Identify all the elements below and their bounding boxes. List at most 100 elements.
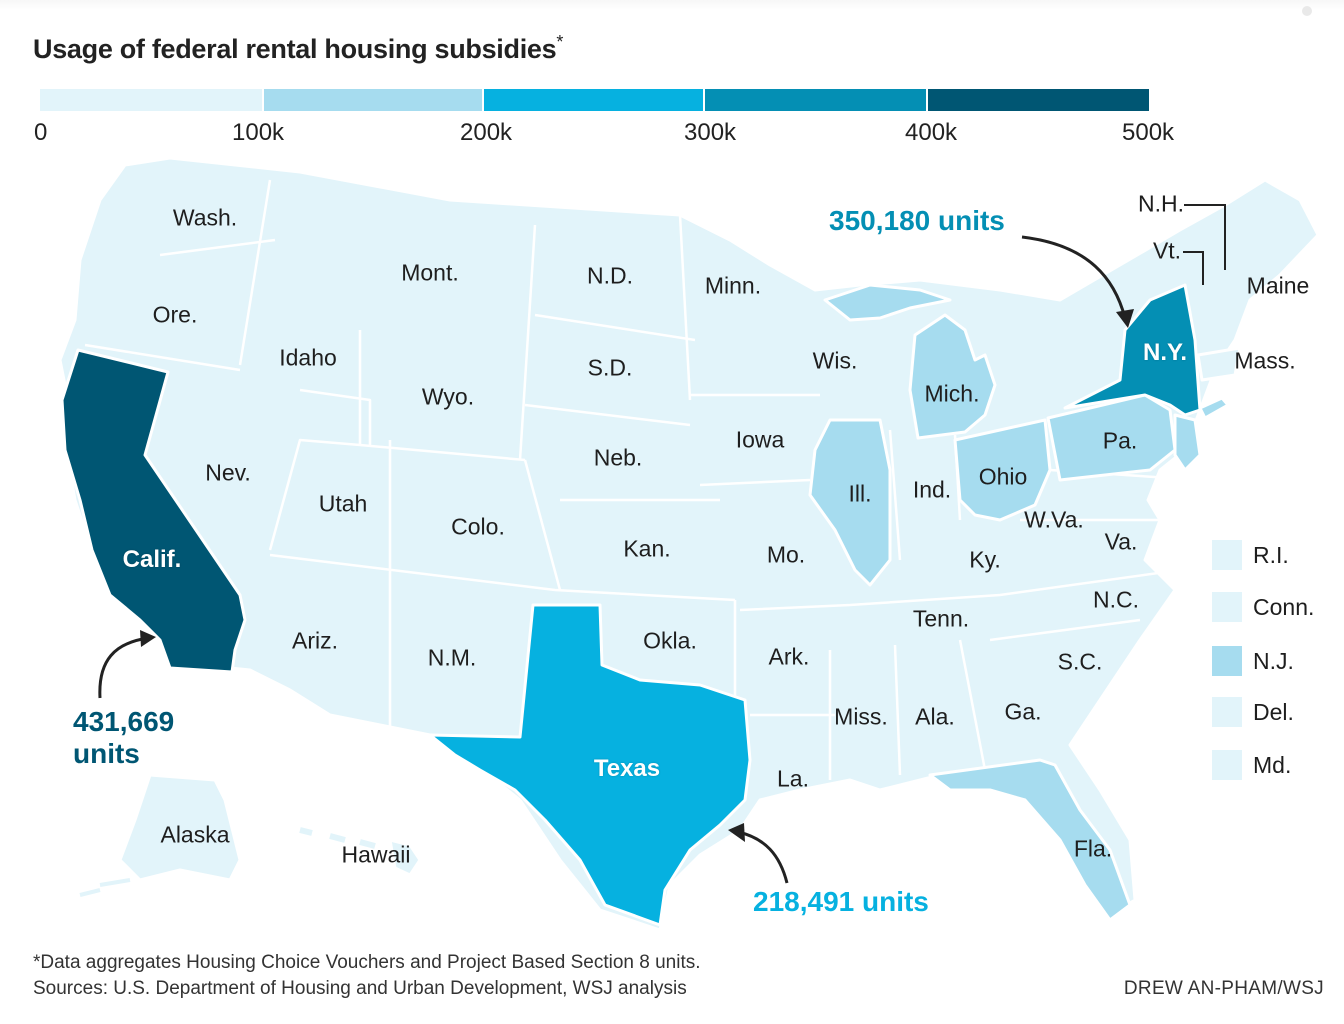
label-ok: Okla. [643,627,697,654]
label-ny: N.Y. [1142,339,1188,366]
ny-callout: 350,180 units [829,205,1005,236]
tx-arrowhead [728,823,745,842]
ca-callout-value: 431,669 [73,706,175,737]
label-ms: Miss. [834,703,888,730]
state-hi-islands [299,827,376,849]
label-mi: Mich. [924,380,980,407]
label-al: Ala. [915,703,955,730]
color-scale [40,89,1149,111]
label-or: Ore. [152,301,198,328]
legend-swatch-md [1212,750,1242,780]
label-ia: Iowa [735,426,785,453]
scale-bin-300k-400k [705,89,926,111]
label-oh: Ohio [978,463,1028,490]
label-wa: Wash. [172,204,238,231]
legend-swatch-ri [1212,540,1242,570]
sources: Sources: U.S. Department of Housing and … [33,978,687,999]
nh-leader [1184,204,1226,270]
label-co: Colo. [451,513,505,540]
label-fl: Fla. [1073,835,1113,862]
label-vt: Vt. [1152,237,1182,264]
label-ar: Ark. [768,643,810,670]
tx-callout: 218,491 units [753,886,929,917]
label-ca: Calif. [122,546,182,573]
label-pa: Pa. [1102,427,1138,454]
label-sd: S.D. [587,354,633,381]
legend-label-ri: R.I. [1253,542,1289,568]
label-nm: N.M. [427,644,477,671]
ny-arrowhead [1116,309,1134,328]
credit: DREW AN-PHAM/WSJ [1123,978,1324,999]
label-sc: S.C. [1057,648,1103,675]
title-marker: * [556,32,564,52]
scale-bin-200k-300k [484,89,703,111]
legend-swatch-de [1212,697,1242,727]
scale-tick: 500k [1122,119,1175,146]
label-ma: Mass. [1234,347,1296,374]
label-wy: Wyo. [421,383,475,410]
scale-tick: 300k [684,119,737,146]
state-ak [118,773,242,882]
legend-swatch-ct [1212,592,1242,622]
scale-tick: 400k [905,119,958,146]
state-nj [1173,413,1202,472]
state-ca [60,348,247,674]
ca-arrowhead [140,630,156,647]
footnote: *Data aggregates Housing Choice Vouchers… [33,952,701,973]
legend-label-de: Del. [1253,699,1294,725]
label-ut: Utah [318,490,368,517]
label-ga: Ga. [1004,698,1042,725]
legend-label-ct: Conn. [1253,594,1315,620]
ca-arrow [98,636,149,699]
scale-bin-100k-200k [264,89,482,111]
ny-arrow [1021,235,1127,319]
state-oh [953,418,1052,522]
top-rule [0,0,1344,10]
label-il: Ill. [848,480,872,507]
chart-title: Usage of federal rental housing subsidie… [33,32,563,65]
title-text: Usage of federal rental housing subsidie… [33,34,557,64]
us-map [58,156,1320,932]
label-ak: Alaska [160,821,230,848]
label-ne: Neb. [593,444,643,471]
label-az: Ariz. [292,627,338,654]
scale-bin-0-100k [40,89,262,111]
label-tx: Texas [593,755,661,782]
state-ny [1063,283,1202,417]
label-mo: Mo. [766,541,806,568]
label-me: Maine [1246,272,1310,299]
legend-swatch-nj [1212,646,1242,676]
state-fl [928,758,1132,922]
scale-tick: 100k [232,119,285,146]
legend-label-md: Md. [1253,752,1292,778]
ca-callout-unit: units [73,738,140,769]
label-nv: Nev. [205,459,251,486]
label-ky: Ky. [969,546,1001,573]
state-mi [908,313,997,440]
label-wi: Wis. [812,347,858,374]
label-mn: Minn. [704,272,762,299]
scale-bin-400k-500k [928,89,1149,111]
label-va: Va. [1104,528,1138,555]
state-ak-chain [79,878,131,897]
legend-label-nj: N.J. [1253,648,1294,674]
label-tn: Tenn. [912,605,970,632]
label-nd: N.D. [587,262,633,289]
state-hi [388,838,422,877]
label-nh: N.H. [1138,190,1184,217]
label-mt: Mont. [401,259,459,286]
label-ks: Kan. [623,535,671,562]
corner-dot [1302,6,1312,16]
state-ma [1196,346,1242,382]
state-ct-coast [1198,396,1230,420]
label-wv: W.Va. [1024,506,1084,533]
state-il [808,418,892,587]
label-hi: Hawaii [341,841,411,868]
label-la: La. [777,765,809,792]
border-central [690,393,1181,780]
label-nc: N.C. [1093,586,1139,613]
scale-tick: 200k [460,119,513,146]
state-tx [428,603,752,927]
vt-leader [1183,251,1204,285]
tx-arrow [737,830,789,884]
